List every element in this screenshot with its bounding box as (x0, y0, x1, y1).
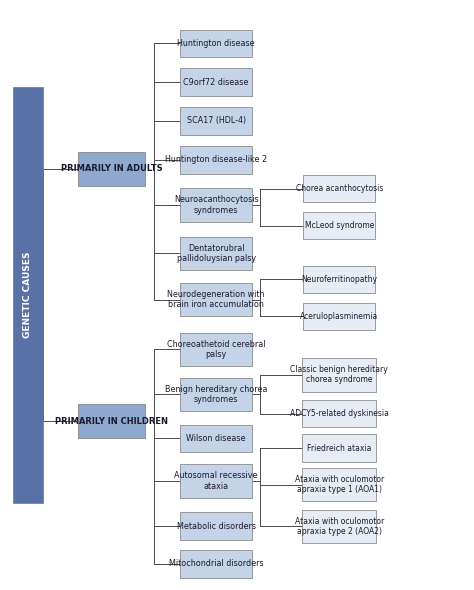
FancyBboxPatch shape (180, 550, 252, 578)
Text: Benign hereditary chorea
syndromes: Benign hereditary chorea syndromes (165, 385, 267, 404)
FancyBboxPatch shape (302, 358, 376, 392)
Text: Dentatorubral
pallidoluysian palsy: Dentatorubral pallidoluysian palsy (176, 244, 255, 263)
FancyBboxPatch shape (78, 404, 145, 438)
Text: Huntington disease: Huntington disease (177, 39, 255, 48)
FancyBboxPatch shape (180, 425, 252, 453)
FancyBboxPatch shape (13, 87, 43, 503)
Text: Huntington disease-like 2: Huntington disease-like 2 (165, 155, 267, 164)
Text: Wilson disease: Wilson disease (186, 434, 246, 443)
Text: ADCY5-related dyskinesia: ADCY5-related dyskinesia (290, 409, 389, 418)
FancyBboxPatch shape (180, 464, 252, 498)
FancyBboxPatch shape (180, 283, 252, 316)
FancyBboxPatch shape (302, 399, 376, 427)
FancyBboxPatch shape (303, 266, 375, 293)
FancyBboxPatch shape (180, 30, 252, 57)
Text: PRIMARILY IN CHILDREN: PRIMARILY IN CHILDREN (55, 417, 168, 425)
FancyBboxPatch shape (302, 434, 376, 462)
FancyBboxPatch shape (302, 510, 376, 543)
FancyBboxPatch shape (303, 303, 375, 330)
Text: Neuroferritinopathy: Neuroferritinopathy (301, 275, 377, 284)
Text: Classic benign hereditary
chorea syndrome: Classic benign hereditary chorea syndrom… (290, 365, 388, 385)
FancyBboxPatch shape (78, 152, 145, 186)
Text: Metabolic disorders: Metabolic disorders (177, 522, 255, 531)
FancyBboxPatch shape (180, 333, 252, 366)
FancyBboxPatch shape (180, 146, 252, 173)
FancyBboxPatch shape (180, 237, 252, 270)
FancyBboxPatch shape (180, 68, 252, 96)
FancyBboxPatch shape (180, 107, 252, 135)
FancyBboxPatch shape (303, 212, 375, 240)
FancyBboxPatch shape (180, 378, 252, 411)
Text: Ataxia with oculomotor
apraxia type 2 (AOA2): Ataxia with oculomotor apraxia type 2 (A… (294, 517, 384, 536)
Text: Chorea acanthocytosis: Chorea acanthocytosis (295, 184, 383, 193)
Text: Ataxia with oculomotor
apraxia type 1 (AOA1): Ataxia with oculomotor apraxia type 1 (A… (294, 475, 384, 494)
Text: McLeod syndrome: McLeod syndrome (304, 221, 374, 230)
Text: Friedreich ataxia: Friedreich ataxia (307, 444, 372, 453)
FancyBboxPatch shape (180, 188, 252, 222)
Text: Mitochondrial disorders: Mitochondrial disorders (169, 559, 264, 568)
FancyBboxPatch shape (180, 512, 252, 540)
Text: PRIMARILY IN ADULTS: PRIMARILY IN ADULTS (61, 165, 163, 173)
Text: Choreoathetoid cerebral
palsy: Choreoathetoid cerebral palsy (167, 340, 265, 359)
FancyBboxPatch shape (303, 175, 375, 202)
Text: Neuroacanthocytosis
syndromes: Neuroacanthocytosis syndromes (174, 195, 258, 215)
Text: Aceruloplasminemia: Aceruloplasminemia (300, 312, 378, 321)
Text: SCA17 (HDL-4): SCA17 (HDL-4) (187, 116, 246, 126)
Text: Autosomal recessive
ataxia: Autosomal recessive ataxia (174, 471, 258, 491)
Text: Neurodegeneration with
brain iron accumulation: Neurodegeneration with brain iron accumu… (167, 290, 265, 309)
Text: GENETIC CAUSES: GENETIC CAUSES (24, 252, 32, 338)
FancyBboxPatch shape (302, 468, 376, 502)
Text: C9orf72 disease: C9orf72 disease (183, 78, 249, 87)
